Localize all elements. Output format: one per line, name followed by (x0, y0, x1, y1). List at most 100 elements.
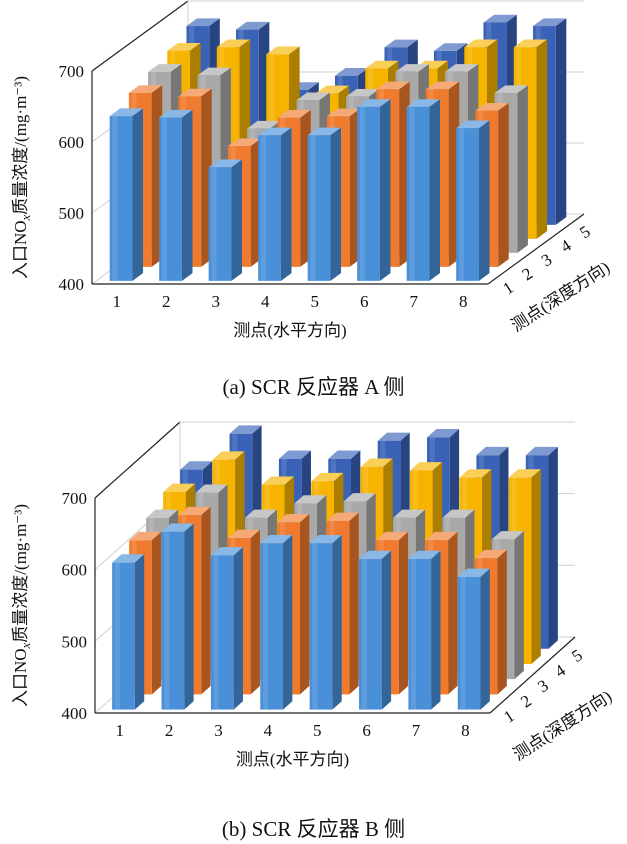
bar-side (429, 99, 441, 281)
bar-top (148, 64, 182, 72)
bar-top (161, 523, 194, 532)
y-tick-label: 600 (62, 561, 88, 580)
bar-top (159, 109, 193, 118)
bar-top (464, 39, 498, 48)
bar-side (132, 108, 144, 281)
bar (112, 554, 145, 710)
bar-top (315, 85, 350, 94)
bar-front (210, 555, 234, 710)
bar-front (359, 559, 382, 710)
bar-side (497, 549, 507, 695)
bar-highlight (312, 543, 318, 710)
bar-top (167, 43, 201, 51)
bar-top (163, 483, 196, 492)
bar (456, 120, 490, 281)
depth-tick-label: 1 (500, 706, 517, 727)
bar-top (406, 99, 441, 107)
bar-front (260, 543, 283, 710)
bar-front (406, 106, 430, 281)
bar-side (233, 547, 243, 710)
bar-top (216, 39, 251, 48)
bar-top (408, 550, 441, 560)
bar-top (178, 88, 212, 97)
bar-highlight (213, 555, 219, 710)
bar-top (456, 120, 490, 129)
x-axis-title: 测点(水平方向) (233, 321, 346, 340)
bar-top (235, 21, 270, 30)
bar-top (311, 472, 344, 482)
x-tick-label: 6 (360, 292, 369, 311)
x-tick-labels: 1 2 3 4 5 6 7 8 (115, 721, 469, 740)
bar-top (343, 493, 376, 502)
bar-top (309, 534, 342, 544)
y-tick-label: 700 (59, 62, 85, 81)
chart-panel-b: 400 500 600 700 1 2 3 4 5 6 7 8 1 2 3 4 5 测点(水平方向) 测点(深度方向… (0, 420, 627, 844)
bar-side (431, 550, 441, 710)
bar-side (398, 531, 409, 695)
bar-top (359, 550, 392, 560)
bar-top (491, 531, 524, 540)
bar-front (112, 562, 135, 710)
bar-side (151, 531, 162, 695)
x-tick-label: 7 (410, 292, 419, 311)
bar-highlight (409, 106, 415, 281)
bar (161, 523, 194, 710)
x-tick-label: 4 (261, 292, 270, 311)
bar-top (532, 18, 567, 27)
bar-top (326, 512, 359, 521)
bar-top (474, 549, 507, 559)
bar-top (244, 509, 277, 518)
bar-side (250, 529, 260, 695)
x-tick-label: 8 (461, 721, 470, 740)
depth-tick-label: 4 (557, 236, 575, 257)
bar-top (459, 469, 492, 478)
x-tick-labels: 1 2 3 4 5 6 7 8 (113, 292, 468, 311)
bar-top (410, 462, 443, 471)
bar-top (425, 81, 460, 90)
bar-top (427, 429, 460, 438)
z-axis-line (489, 636, 576, 714)
bar-top (296, 92, 330, 101)
bar-front (307, 135, 331, 281)
bar-side (498, 102, 509, 267)
bar-top (393, 509, 426, 518)
bar-top (328, 450, 361, 459)
bar-top (277, 514, 310, 523)
bar (309, 534, 342, 710)
bar-front (408, 559, 432, 710)
bar-top (229, 425, 262, 434)
x-axis-title: 测点(水平方向) (236, 750, 349, 769)
bar-highlight (112, 116, 118, 281)
y-tick-labels: 400 500 600 700 (59, 62, 85, 294)
bar-top (445, 64, 479, 72)
bar-top (346, 88, 380, 97)
x-tick-label: 3 (212, 292, 221, 311)
bar-top (376, 531, 409, 541)
bar (260, 534, 293, 710)
bar-top (334, 68, 369, 76)
bar-side (181, 109, 193, 281)
bar (406, 99, 441, 281)
bar (159, 109, 193, 281)
x-tick-label: 2 (165, 721, 174, 740)
x-tick-label: 2 (162, 292, 171, 311)
bar-front (161, 531, 185, 710)
bar-top (326, 108, 361, 117)
bar-side (514, 531, 524, 680)
bar (408, 550, 441, 710)
bar-side (201, 506, 211, 695)
bar-top (525, 446, 558, 456)
z-axis-line (487, 213, 585, 285)
bar-top (186, 18, 220, 27)
bar-top (129, 531, 162, 541)
bar-side (531, 469, 541, 664)
bar-side (134, 554, 145, 710)
top-left-edge (94, 421, 181, 499)
bar-highlight (361, 559, 367, 710)
bar-top (457, 568, 490, 577)
bar-highlight (310, 135, 316, 281)
chart-a-caption: (a) SCR 反应器 A 侧 (222, 375, 405, 399)
bar-front (258, 135, 281, 281)
